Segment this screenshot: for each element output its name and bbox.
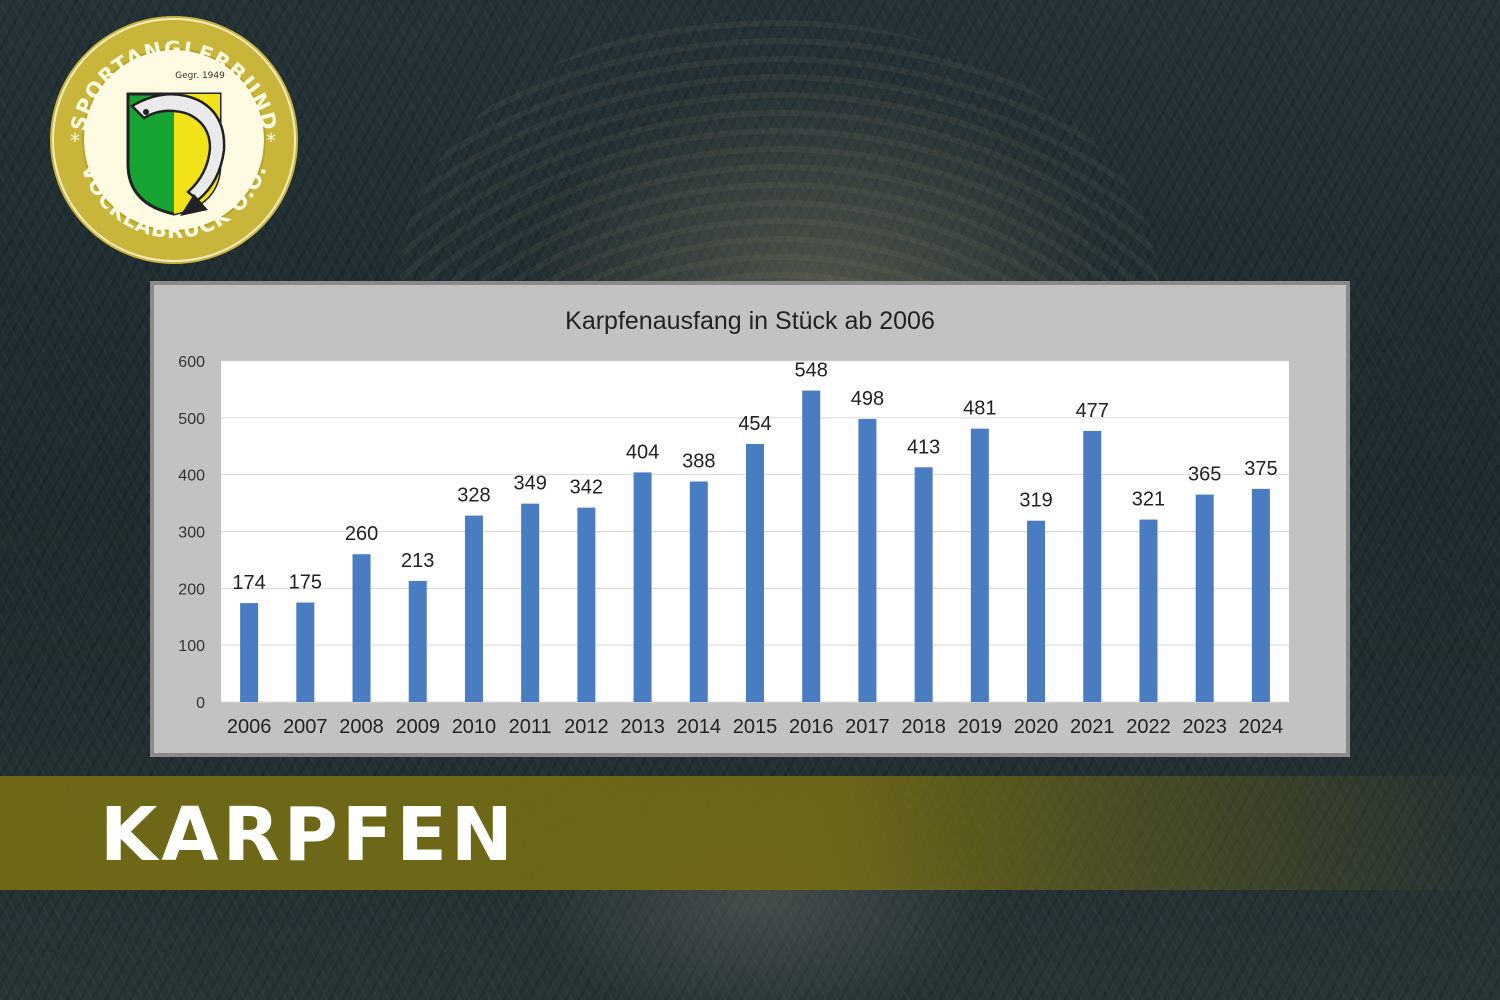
data-label: 260 bbox=[345, 523, 378, 545]
y-tick-label: 400 bbox=[178, 468, 205, 485]
data-label: 454 bbox=[738, 413, 771, 435]
data-label: 319 bbox=[1019, 490, 1052, 512]
logo-shield bbox=[126, 92, 226, 216]
club-logo: SPORTANGLERBUND VÖCKLABRUCK O.Ö. * * Geg… bbox=[50, 16, 298, 264]
bar-chart: Karpfenausfang in Stück ab 2006 0 100 200 3… bbox=[178, 307, 1289, 738]
bar-2007 bbox=[296, 602, 315, 702]
x-tick-label: 2016 bbox=[789, 716, 834, 738]
data-label: 413 bbox=[907, 436, 940, 458]
bar-2023 bbox=[1195, 494, 1214, 702]
bar-2011 bbox=[521, 503, 540, 702]
bar-2022 bbox=[1139, 519, 1158, 702]
x-tick-label: 2019 bbox=[958, 716, 1003, 738]
x-tick-label: 2024 bbox=[1239, 716, 1284, 738]
data-label: 548 bbox=[795, 360, 828, 382]
data-labels: 174 175 260 213 328 349 342 404 388 454 548 498 413 4… bbox=[232, 360, 1277, 595]
bar-2010 bbox=[464, 515, 483, 702]
data-label: 375 bbox=[1244, 458, 1277, 480]
y-tick-label: 0 bbox=[196, 695, 205, 712]
x-tick-label: 2020 bbox=[1014, 716, 1059, 738]
chart-panel: Karpfenausfang in Stück ab 2006 0 100 200 3… bbox=[150, 281, 1350, 757]
data-label: 175 bbox=[289, 572, 322, 594]
data-label: 498 bbox=[851, 388, 884, 410]
bar-2024 bbox=[1251, 488, 1270, 702]
data-label: 213 bbox=[401, 550, 434, 572]
logo-star-right: * bbox=[266, 129, 276, 153]
data-label: 321 bbox=[1132, 489, 1165, 511]
bar-2016 bbox=[802, 390, 821, 702]
bar-2008 bbox=[352, 554, 371, 702]
banner-title: KARPFEN bbox=[100, 792, 517, 878]
x-tick-label: 2018 bbox=[901, 716, 946, 738]
x-tick-label: 2011 bbox=[509, 716, 552, 738]
x-tick-label: 2012 bbox=[564, 716, 609, 738]
x-tick-label: 2017 bbox=[845, 716, 890, 738]
bar-2006 bbox=[240, 603, 259, 702]
data-label: 342 bbox=[570, 477, 603, 499]
bar-2009 bbox=[408, 580, 427, 702]
bars bbox=[240, 390, 1270, 702]
y-tick-label: 200 bbox=[178, 581, 205, 598]
x-tick-label: 2014 bbox=[677, 716, 722, 738]
bar-2017 bbox=[858, 418, 877, 702]
data-label: 349 bbox=[513, 473, 546, 495]
x-tick-label: 2010 bbox=[452, 716, 497, 738]
bar-2015 bbox=[746, 443, 764, 702]
bar-2012 bbox=[577, 507, 596, 702]
x-axis: 2006 2007 2008 2009 2010 2011 2012 2013 2014 2015… bbox=[227, 716, 1283, 738]
x-tick-label: 2022 bbox=[1126, 716, 1171, 738]
bar-2013 bbox=[633, 472, 652, 702]
logo-founded: Gegr. 1949 bbox=[175, 71, 225, 81]
data-label: 481 bbox=[963, 398, 996, 420]
data-label: 328 bbox=[457, 485, 490, 507]
title-banner bbox=[0, 776, 1500, 890]
data-label: 365 bbox=[1188, 464, 1221, 486]
y-tick-label: 300 bbox=[178, 525, 205, 542]
data-label: 477 bbox=[1076, 400, 1109, 422]
data-label: 388 bbox=[682, 450, 715, 472]
bar-2014 bbox=[689, 481, 708, 702]
x-tick-label: 2021 bbox=[1070, 716, 1115, 738]
bar-2018 bbox=[914, 467, 933, 702]
x-tick-label: 2023 bbox=[1182, 716, 1227, 738]
y-axis: 0 100 200 300 400 500 600 bbox=[178, 354, 205, 712]
logo-star-left: * bbox=[70, 129, 80, 153]
y-tick-label: 100 bbox=[178, 638, 205, 655]
x-tick-label: 2013 bbox=[620, 716, 665, 738]
x-tick-label: 2007 bbox=[283, 716, 328, 738]
bar-2019 bbox=[970, 428, 989, 702]
data-label: 174 bbox=[232, 572, 265, 594]
bar-2020 bbox=[1027, 520, 1046, 702]
bar-2021 bbox=[1083, 430, 1102, 702]
chart-title: Karpfenausfang in Stück ab 2006 bbox=[565, 307, 935, 335]
data-label: 404 bbox=[626, 441, 659, 463]
x-tick-label: 2008 bbox=[339, 716, 384, 738]
y-tick-label: 600 bbox=[178, 354, 205, 371]
x-tick-label: 2009 bbox=[395, 716, 440, 738]
y-tick-label: 500 bbox=[178, 411, 205, 428]
x-tick-label: 2006 bbox=[227, 716, 272, 738]
x-tick-label: 2015 bbox=[733, 716, 778, 738]
